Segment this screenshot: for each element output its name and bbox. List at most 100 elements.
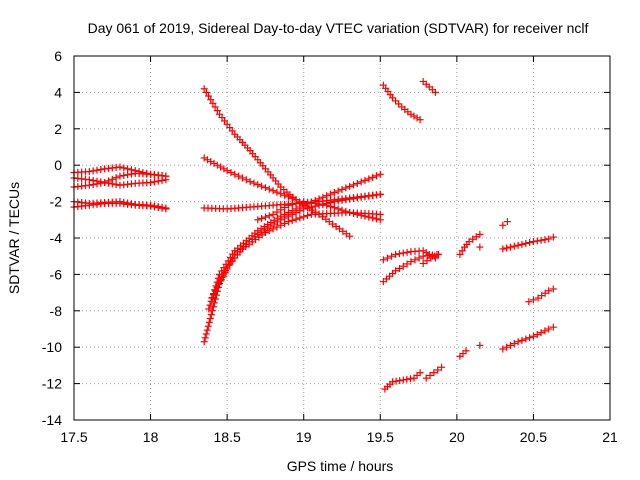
data-point bbox=[541, 289, 549, 297]
data-point bbox=[116, 172, 124, 180]
data-point bbox=[388, 252, 396, 260]
data-point bbox=[469, 235, 477, 243]
data-point bbox=[127, 170, 135, 178]
data-point bbox=[499, 345, 507, 353]
data-point bbox=[315, 200, 323, 208]
data-point bbox=[529, 296, 537, 304]
data-point bbox=[203, 326, 211, 334]
x-tick-label: 19 bbox=[296, 429, 312, 445]
data-point bbox=[425, 250, 433, 258]
data-point bbox=[327, 190, 335, 198]
data-point bbox=[529, 332, 537, 340]
data-point bbox=[265, 185, 273, 193]
data-point bbox=[209, 303, 217, 311]
x-tick-label: 19.5 bbox=[367, 429, 394, 445]
data-point bbox=[545, 287, 553, 295]
data-point bbox=[389, 378, 397, 386]
data-point bbox=[376, 216, 384, 224]
data-point bbox=[97, 178, 105, 186]
data-point bbox=[273, 208, 281, 216]
data-point bbox=[476, 230, 484, 238]
data-point bbox=[201, 334, 209, 342]
data-point bbox=[534, 294, 542, 302]
data-point bbox=[338, 196, 346, 204]
data-point bbox=[456, 250, 464, 258]
data-point bbox=[353, 179, 361, 187]
data-point bbox=[288, 216, 296, 224]
data-point bbox=[416, 369, 424, 377]
data-point bbox=[254, 181, 262, 189]
data-point bbox=[207, 297, 215, 305]
data-point bbox=[395, 264, 403, 272]
data-point bbox=[281, 191, 289, 199]
data-point bbox=[330, 198, 338, 206]
data-point bbox=[210, 159, 218, 167]
data-point bbox=[277, 190, 285, 198]
data-point bbox=[353, 194, 361, 202]
data-point bbox=[323, 192, 331, 200]
data-point bbox=[379, 256, 387, 264]
data-point bbox=[304, 212, 312, 220]
data-point bbox=[342, 184, 350, 192]
data-point bbox=[342, 196, 350, 204]
data-point bbox=[392, 250, 400, 258]
x-tick-label: 18.5 bbox=[214, 429, 241, 445]
data-point bbox=[545, 325, 553, 333]
data-point bbox=[216, 277, 224, 285]
data-point bbox=[537, 329, 545, 337]
data-point bbox=[227, 168, 235, 176]
data-point bbox=[349, 181, 357, 189]
data-point bbox=[158, 204, 166, 212]
data-point bbox=[210, 299, 218, 307]
data-point bbox=[518, 336, 526, 344]
data-point bbox=[101, 178, 109, 186]
data-point bbox=[392, 267, 400, 275]
data-point bbox=[221, 267, 229, 275]
data-point bbox=[438, 363, 446, 371]
data-point bbox=[204, 322, 212, 330]
data-point bbox=[273, 188, 281, 196]
data-point bbox=[541, 327, 549, 335]
data-point bbox=[112, 174, 120, 182]
data-point bbox=[210, 291, 218, 299]
data-point bbox=[369, 192, 377, 200]
data-point bbox=[277, 206, 285, 214]
data-point bbox=[545, 235, 553, 243]
data-point bbox=[200, 338, 208, 346]
data-point bbox=[376, 170, 384, 178]
data-point bbox=[346, 232, 354, 240]
data-point bbox=[334, 205, 342, 213]
data-point bbox=[541, 236, 549, 244]
data-point bbox=[300, 198, 308, 206]
data-point bbox=[288, 200, 296, 208]
data-point bbox=[392, 97, 400, 105]
data-point bbox=[284, 193, 292, 201]
data-point bbox=[150, 203, 158, 211]
data-point bbox=[147, 202, 155, 210]
y-tick-label: -4 bbox=[50, 230, 63, 246]
y-axis-label: SDTVAR / TECUs bbox=[6, 182, 22, 294]
data-point bbox=[431, 88, 439, 96]
data-point bbox=[205, 305, 213, 313]
data-point bbox=[518, 240, 526, 248]
data-point bbox=[112, 181, 120, 189]
data-point bbox=[522, 239, 530, 247]
data-point bbox=[208, 294, 216, 302]
data-point bbox=[208, 307, 216, 315]
data-point bbox=[246, 178, 254, 186]
data-point bbox=[202, 330, 210, 338]
data-point bbox=[108, 180, 116, 188]
grid-lines bbox=[74, 56, 610, 420]
data-point bbox=[97, 166, 105, 174]
data-point bbox=[231, 170, 239, 178]
data-point bbox=[411, 256, 419, 264]
data-point bbox=[346, 195, 354, 203]
data-point bbox=[406, 375, 414, 383]
y-tick-label: -2 bbox=[50, 194, 63, 210]
data-point bbox=[472, 233, 480, 241]
chart-title: Day 061 of 2019, Sidereal Day-to-day VTE… bbox=[88, 20, 589, 36]
data-point bbox=[537, 236, 545, 244]
data-point bbox=[330, 204, 338, 212]
data-point bbox=[499, 245, 507, 253]
data-point bbox=[205, 318, 213, 326]
